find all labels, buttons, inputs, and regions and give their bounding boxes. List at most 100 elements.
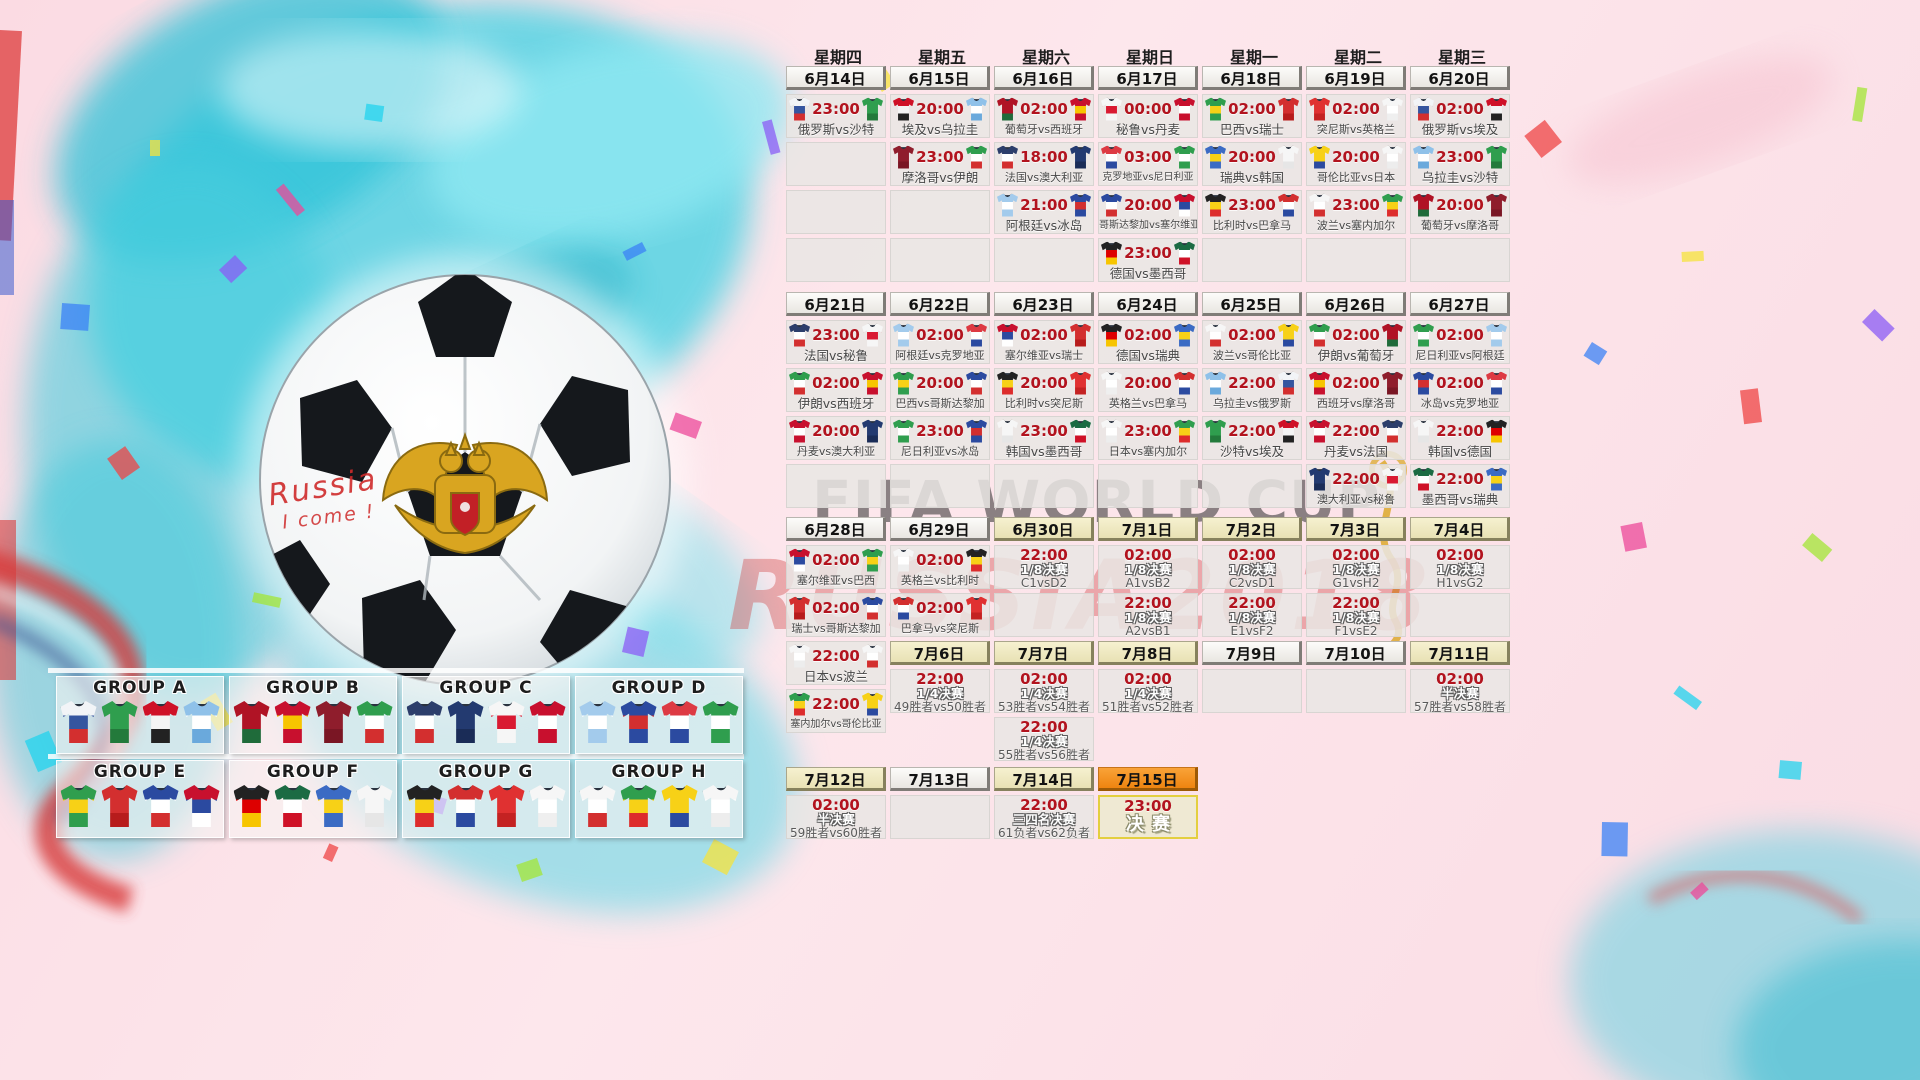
match-top-row: 02:00	[1203, 95, 1301, 122]
team-jersey-icon-葡萄牙	[233, 701, 270, 743]
match-cell: 02:00 尼日利亚vs阿根廷	[1410, 320, 1510, 364]
match-time: 20:00	[812, 422, 860, 440]
knockout-cell: 02:00 1/8决赛 C2vsD1	[1202, 545, 1302, 589]
match-teams-label: 韩国vs墨西哥	[1005, 444, 1083, 459]
match-cell: 22:00 丹麦vs法国	[1306, 416, 1406, 460]
team-jersey-icon-秘鲁	[862, 323, 883, 347]
confetti-piece	[60, 303, 90, 331]
group-title: GROUP C	[439, 678, 533, 698]
knockout-participants: G1vsH2	[1332, 576, 1380, 589]
empty-cell	[890, 464, 990, 508]
match-teams-label: 冰岛vs克罗地亚	[1420, 397, 1500, 410]
team-jersey-icon-丹麦	[789, 419, 810, 443]
match-time: 23:00	[812, 100, 860, 118]
team-jersey-icon-墨西哥	[1413, 467, 1434, 491]
match-time: 23:00	[812, 326, 860, 344]
match-teams-label: 尼日利亚vs冰岛	[900, 445, 980, 458]
team-jersey-icon-巴西	[862, 548, 883, 572]
match-time: 02:00	[916, 551, 964, 569]
match-teams-label: 波兰vs哥伦比亚	[1212, 349, 1292, 362]
team-jersey-icon-葡萄牙	[997, 97, 1018, 121]
match-cell: 20:00 哥伦比亚vs日本	[1306, 142, 1406, 186]
team-jersey-icon-韩国	[997, 419, 1018, 443]
group-title: GROUP B	[266, 678, 360, 698]
date-pill: 6月20日	[1410, 66, 1510, 90]
team-jersey-icon-比利时	[966, 548, 987, 572]
empty-cell	[786, 190, 886, 234]
confetti-piece	[762, 119, 781, 155]
team-jersey-icon-哥斯达黎加	[966, 371, 987, 395]
match-teams-label: 日本vs塞内加尔	[1108, 445, 1188, 458]
knockout-stage-label: 三四名决赛	[1012, 812, 1076, 827]
knockout-time: 22:00	[916, 670, 964, 688]
team-jersey-icon-塞内加尔	[789, 692, 810, 716]
match-teams-label: 哥伦比亚vs日本	[1316, 171, 1396, 184]
calendar-column: 6月27日 02:00 尼日利亚vs阿根廷 02:00 冰岛vs克罗地亚 22:00 韩国v…	[1410, 292, 1510, 512]
match-time: 22:00	[1228, 422, 1276, 440]
final-stage-label: 决赛	[1126, 814, 1178, 835]
match-time: 02:00	[916, 599, 964, 617]
match-teams-label: 瑞典vs韩国	[1220, 170, 1284, 185]
knockout-participants: 53胜者vs54胜者	[998, 700, 1090, 713]
match-top-row: 20:00	[891, 95, 989, 122]
team-jersey-icon-法国	[789, 323, 810, 347]
match-teams-label: 比利时vs巴拿马	[1212, 219, 1292, 232]
knockout-time: 02:00	[1020, 670, 1068, 688]
confetti-piece	[1681, 250, 1704, 262]
match-cell: 23:00 俄罗斯vs沙特	[786, 94, 886, 138]
calendar-column: 7月13日	[890, 767, 990, 843]
match-top-row: 02:00	[787, 546, 885, 573]
match-cell: 02:00 巴拿马vs突尼斯	[890, 593, 990, 637]
knockout-time: 02:00	[1332, 546, 1380, 564]
match-cell: 20:00 哥斯达黎加vs塞尔维亚	[1098, 190, 1198, 234]
team-jersey-icon-西班牙	[1070, 97, 1091, 121]
team-jersey-icon-澳大利亚	[1309, 467, 1330, 491]
empty-cell	[1410, 593, 1510, 637]
match-cell: 23:00 波兰vs塞内加尔	[1306, 190, 1406, 234]
team-jersey-icon-克罗地亚	[1486, 371, 1507, 395]
team-jersey-icon-英格兰	[1101, 371, 1122, 395]
match-time: 02:00	[812, 599, 860, 617]
team-jersey-icon-西班牙	[1309, 371, 1330, 395]
knockout-time: 02:00	[1124, 546, 1172, 564]
knockout-cell: 22:00 1/8决赛 C1vsD2	[994, 545, 1094, 589]
team-jersey-icon-哥斯达黎加	[862, 596, 883, 620]
calendar-column: 6月21日 23:00 法国vs秘鲁 02:00 伊朗vs西班牙 20:00 丹麦vs澳大利…	[786, 292, 886, 512]
match-teams-label: 俄罗斯vs埃及	[1421, 122, 1499, 137]
match-cell: 20:00 埃及vs乌拉圭	[890, 94, 990, 138]
match-time: 20:00	[1332, 148, 1380, 166]
match-top-row: 02:00	[995, 95, 1093, 122]
team-jersey-icon-哥斯达黎加	[1101, 193, 1122, 217]
match-teams-label: 葡萄牙vs西班牙	[1004, 123, 1084, 136]
weekday-header: 星期六	[1021, 48, 1070, 67]
team-jersey-icon-日本	[702, 785, 739, 827]
match-time: 02:00	[812, 551, 860, 569]
team-jersey-icon-瑞典	[1205, 145, 1226, 169]
match-time: 02:00	[1124, 326, 1172, 344]
calendar-column: 6月23日 02:00 塞尔维亚vs瑞士 20:00 比利时vs突尼斯 23:00 韩国vs…	[994, 292, 1094, 512]
team-jersey-icon-瑞士	[1070, 323, 1091, 347]
knockout-stage-label: 1/4决赛	[1124, 686, 1172, 701]
match-top-row: 20:00	[1099, 369, 1197, 396]
match-time: 23:00	[1124, 244, 1172, 262]
match-teams-label: 塞内加尔vs哥伦比亚	[790, 719, 882, 730]
match-time: 02:00	[1436, 326, 1484, 344]
team-jersey-icon-比利时	[997, 371, 1018, 395]
match-time: 22:00	[1332, 422, 1380, 440]
calendar-column: 6月26日 02:00 伊朗vs葡萄牙 02:00 西班牙vs摩洛哥 22:00 丹麦vs法…	[1306, 292, 1406, 512]
knockout-participants: E1vsF2	[1230, 624, 1274, 637]
match-cell: 20:00 瑞典vs韩国	[1202, 142, 1302, 186]
team-jersey-icon-尼日利亚	[1413, 323, 1434, 347]
match-cell: 20:00 丹麦vs澳大利亚	[786, 416, 886, 460]
team-jersey-icon-巴西	[60, 785, 97, 827]
knockout-stage-label: 1/8决赛	[1020, 562, 1068, 577]
date-pill: 7月6日	[890, 641, 990, 665]
team-jersey-icon-阿根廷	[1486, 323, 1507, 347]
date-pill: 6月18日	[1202, 66, 1302, 90]
team-jersey-icon-阿根廷	[893, 323, 914, 347]
knockout-cell: 22:00 1/8决赛 E1vsF2	[1202, 593, 1302, 637]
knockout-time: 22:00	[1020, 796, 1068, 814]
match-time: 02:00	[1332, 374, 1380, 392]
knockout-stage-label: 1/4决赛	[1020, 734, 1068, 749]
match-cell: 22:00 韩国vs德国	[1410, 416, 1510, 460]
